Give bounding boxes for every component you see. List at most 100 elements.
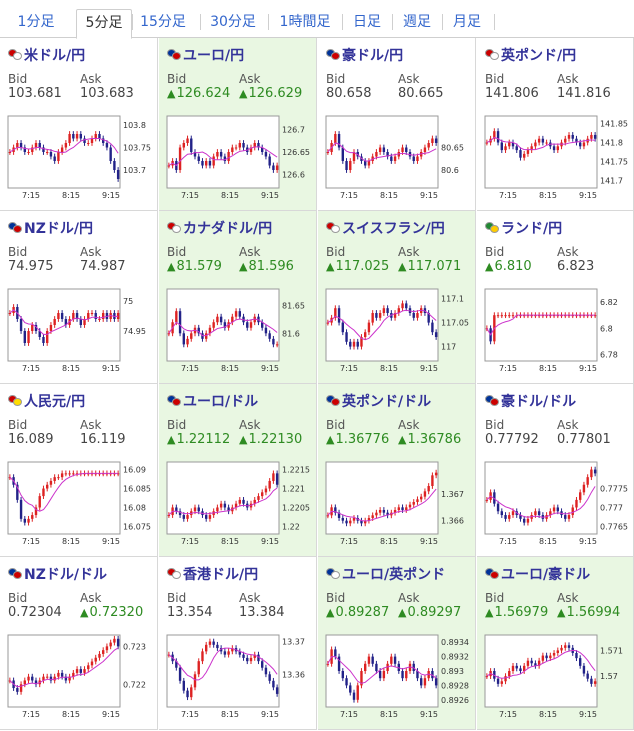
x-tick-label: 9:15 — [102, 364, 120, 373]
x-tick-label: 7:15 — [340, 537, 358, 546]
pair-title[interactable]: 豪ドル/ドル — [485, 392, 576, 410]
candle-body — [102, 650, 105, 654]
bid-value: 1.56979 — [485, 605, 548, 620]
rate-card[interactable]: カナダドル/円 Bid Ask 81.579 81.596 81.65 81.6 7:15 8:… — [159, 211, 317, 384]
candle-body — [515, 665, 518, 669]
pair-title[interactable]: NZドル/ドル — [8, 565, 107, 583]
pair-name[interactable]: ユーロ/豪ドル — [501, 567, 591, 583]
pair-name[interactable]: ユーロ/円 — [183, 48, 245, 64]
rate-card[interactable]: NZドル/円 Bid Ask 74.975 74.987 75 74.95 7:15 8:15 9… — [0, 211, 158, 384]
pair-name[interactable]: NZドル/円 — [24, 221, 93, 237]
x-tick-label: 9:15 — [579, 710, 597, 719]
pair-name[interactable]: 英ポンド/ドル — [342, 394, 432, 410]
pair-name[interactable]: カナダドル/円 — [183, 221, 273, 237]
pair-title[interactable]: 人民元/円 — [8, 392, 85, 410]
x-tick-label: 9:15 — [420, 191, 438, 200]
pair-title[interactable]: 英ポンド/ドル — [326, 392, 431, 410]
candle-body — [249, 322, 253, 328]
rate-card[interactable]: ユーロ/豪ドル Bid Ask 1.56979 1.56994 1.571 1.57 7:15… — [477, 557, 634, 730]
rate-card[interactable]: ユーロ/ドルBidAsk1.221121.221301.22151.2211.2… — [159, 384, 317, 557]
tab-separator — [494, 14, 495, 30]
rate-card[interactable]: 英ポンド/ドル Bid Ask 1.36776 1.36786 1.367 1.366 7:1… — [318, 384, 476, 557]
tab-6[interactable]: 週足 — [403, 14, 431, 30]
candle-body — [504, 515, 507, 519]
moving-average-line — [327, 309, 437, 341]
rate-card[interactable]: 米ドル/円 Bid Ask 103.681 103.683 103.8 103.75 103.… — [0, 38, 158, 211]
candle-body — [579, 658, 582, 666]
bid-value: 74.975 — [8, 259, 54, 274]
candle-body — [334, 134, 337, 143]
candle-body — [356, 685, 359, 700]
y-tick-label: 0.893 — [441, 667, 464, 676]
tab-1[interactable]: 5分足 — [76, 9, 132, 39]
y-tick-label: 0.723 — [123, 642, 146, 651]
rate-card[interactable]: ランド/円 Bid Ask 6.810 6.823 6.82 6.8 6.78 7:15 8:15… — [477, 211, 634, 384]
pair-title[interactable]: ユーロ/円 — [167, 46, 244, 64]
pair-name[interactable]: ランド/円 — [501, 221, 563, 237]
rate-card[interactable]: 豪ドル/ドル Bid Ask 0.77792 0.77801 0.7775 0.777 0.7… — [477, 384, 634, 557]
rate-card[interactable]: 英ポンド/円 Bid Ask 141.806 141.816 141.85 141.8 141… — [477, 38, 634, 211]
candle-body — [238, 651, 241, 655]
pair-title[interactable]: ユーロ/英ポンド — [326, 565, 445, 583]
candle-body — [511, 511, 515, 516]
candle-body — [16, 484, 19, 500]
flag-icon — [326, 395, 340, 407]
tab-3[interactable]: 30分足 — [210, 14, 256, 30]
tab-4[interactable]: 1時間足 — [279, 14, 331, 30]
pair-name[interactable]: 香港ドル/円 — [183, 567, 259, 583]
rate-card[interactable]: ユーロ/円BidAsk126.624126.629126.7126.65126.… — [159, 38, 317, 211]
candle-body — [364, 520, 367, 524]
candle-body — [178, 511, 182, 516]
pair-name[interactable]: スイスフラン/円 — [342, 221, 445, 237]
rate-card[interactable]: NZドル/ドル Bid Ask 0.72304 0.72320 0.723 0.722 7:1… — [0, 557, 158, 730]
pair-name[interactable]: 人民元/円 — [24, 394, 86, 410]
x-tick-label: 9:15 — [261, 364, 279, 373]
x-tick-label: 9:15 — [102, 537, 120, 546]
pair-title[interactable]: 豪ドル/円 — [326, 46, 403, 64]
pair-title[interactable]: カナダドル/円 — [167, 219, 272, 237]
rate-card[interactable]: スイスフラン/円BidAsk117.025117.071117.1117.051… — [318, 211, 476, 384]
pair-name[interactable]: ユーロ/英ポンド — [342, 567, 446, 583]
pair-title[interactable]: 英ポンド/円 — [485, 46, 576, 64]
candle-body — [216, 507, 219, 512]
candle-body — [326, 515, 330, 517]
candle-body — [234, 147, 238, 149]
tab-0[interactable]: 1分足 — [17, 14, 55, 30]
pair-title[interactable]: ユーロ/豪ドル — [485, 565, 590, 583]
tab-5[interactable]: 日足 — [353, 14, 381, 30]
pair-title[interactable]: 米ドル/円 — [8, 46, 85, 64]
pair-title[interactable]: スイスフラン/円 — [326, 219, 445, 237]
tab-2[interactable]: 15分足 — [140, 14, 186, 30]
candle-body — [23, 518, 26, 523]
candle-body — [345, 161, 348, 170]
candle-body — [431, 138, 434, 143]
candle-body — [31, 147, 34, 152]
candle-body — [34, 325, 38, 331]
rate-card[interactable]: 香港ドル/円 Bid Ask 13.354 13.384 13.37 13.36 7:15 8:… — [159, 557, 317, 730]
candle-body — [231, 648, 234, 652]
tab-7[interactable]: 月足 — [453, 14, 481, 30]
candle-body — [38, 496, 41, 508]
pair-name[interactable]: 英ポンド/円 — [501, 48, 577, 64]
candle-body — [382, 308, 386, 313]
pair-name[interactable]: 豪ドル/ドル — [501, 394, 577, 410]
flag-icon — [8, 568, 22, 580]
x-tick-label: 7:15 — [181, 710, 199, 719]
y-tick-label: 16.075 — [123, 522, 151, 531]
pair-title[interactable]: NZドル/円 — [8, 219, 93, 237]
rate-card[interactable]: 豪ドル/円 Bid Ask 80.658 80.665 80.65 80.6 7:15 8:15… — [318, 38, 476, 211]
candle-body — [94, 657, 97, 662]
rate-card[interactable]: ユーロ/英ポンド Bid Ask 0.89287 0.89297 0.8934 0.8932… — [318, 557, 476, 730]
candle-body — [590, 134, 593, 139]
pair-name[interactable]: ユーロ/ドル — [183, 394, 259, 410]
candlestick-chart: 1.571 1.57 7:15 8:15 9:15 — [484, 634, 623, 719]
pair-name[interactable]: NZドル/ドル — [24, 567, 107, 583]
candle-body — [549, 655, 552, 659]
rate-card[interactable]: 人民元/円 Bid Ask 16.089 16.119 16.09 16.085 16.08 1… — [0, 384, 158, 557]
pair-name[interactable]: 米ドル/円 — [24, 48, 86, 64]
pair-name[interactable]: 豪ドル/円 — [342, 48, 404, 64]
pair-title[interactable]: 香港ドル/円 — [167, 565, 258, 583]
pair-title[interactable]: ユーロ/ドル — [167, 392, 258, 410]
pair-title[interactable]: ランド/円 — [485, 219, 562, 237]
candle-body — [537, 660, 541, 666]
